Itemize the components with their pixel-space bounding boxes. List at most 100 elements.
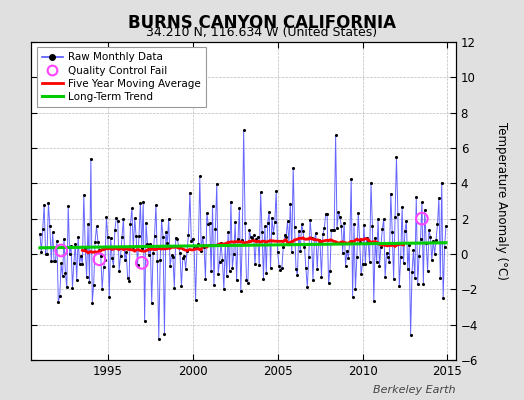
Point: [209, 203, 217, 209]
Point: [248, 235, 256, 241]
Point: [43, 251, 51, 258]
Point: [58, 273, 67, 279]
Point: [289, 164, 297, 171]
Point: [302, 265, 310, 272]
Point: [408, 269, 416, 275]
Point: [81, 244, 90, 251]
Point: [104, 234, 112, 240]
Point: [165, 216, 173, 222]
Text: 34.210 N, 116.634 W (United States): 34.210 N, 116.634 W (United States): [146, 26, 378, 39]
Point: [75, 261, 84, 268]
Point: [341, 263, 350, 269]
Point: [373, 259, 381, 266]
Point: [106, 234, 115, 241]
Point: [149, 250, 157, 256]
Point: [285, 241, 293, 248]
Point: [67, 242, 75, 249]
Point: [142, 220, 150, 226]
Point: [438, 179, 446, 186]
Point: [306, 217, 314, 224]
Point: [409, 247, 418, 254]
Point: [351, 286, 359, 293]
Point: [121, 257, 129, 264]
Point: [298, 221, 306, 228]
Point: [326, 268, 334, 274]
Point: [237, 288, 245, 294]
Point: [340, 219, 348, 226]
Point: [375, 263, 384, 269]
Point: [347, 175, 355, 182]
Point: [118, 234, 126, 241]
Point: [249, 232, 258, 238]
Point: [100, 264, 108, 270]
Point: [283, 218, 292, 224]
Point: [276, 267, 285, 273]
Point: [150, 233, 159, 240]
Point: [442, 223, 450, 229]
Point: [95, 247, 104, 254]
Point: [323, 211, 331, 218]
Point: [220, 286, 228, 292]
Point: [110, 263, 118, 269]
Point: [354, 210, 363, 216]
Point: [403, 266, 412, 273]
Point: [439, 295, 447, 301]
Point: [371, 235, 379, 242]
Point: [180, 252, 189, 259]
Point: [304, 254, 313, 260]
Point: [364, 239, 373, 246]
Point: [411, 275, 419, 282]
Point: [135, 233, 143, 240]
Point: [288, 249, 296, 255]
Point: [432, 236, 440, 243]
Point: [207, 268, 215, 274]
Point: [217, 240, 225, 246]
Point: [303, 284, 312, 290]
Point: [224, 229, 232, 235]
Point: [359, 221, 368, 228]
Point: [39, 226, 47, 233]
Point: [227, 198, 235, 205]
Point: [37, 248, 46, 255]
Point: [436, 275, 444, 281]
Point: [136, 200, 145, 206]
Point: [82, 274, 91, 280]
Point: [282, 234, 290, 240]
Point: [293, 272, 302, 278]
Point: [353, 254, 361, 260]
Point: [102, 214, 111, 220]
Point: [252, 235, 260, 242]
Point: [36, 230, 44, 237]
Point: [231, 219, 239, 226]
Point: [219, 256, 227, 263]
Point: [134, 262, 142, 268]
Point: [374, 216, 383, 223]
Point: [415, 252, 423, 259]
Point: [244, 279, 252, 286]
Point: [369, 298, 378, 304]
Point: [86, 156, 95, 162]
Point: [80, 192, 88, 198]
Point: [84, 221, 92, 227]
Point: [204, 221, 213, 228]
Point: [68, 284, 77, 291]
Legend: Raw Monthly Data, Quality Control Fail, Five Year Moving Average, Long-Term Tren: Raw Monthly Data, Quality Control Fail, …: [37, 47, 206, 107]
Point: [169, 254, 177, 260]
Point: [210, 282, 218, 288]
Point: [259, 276, 268, 282]
Point: [251, 261, 259, 268]
Point: [316, 240, 324, 246]
Point: [185, 190, 194, 196]
Point: [139, 199, 147, 206]
Point: [90, 282, 98, 288]
Point: [61, 270, 70, 276]
Point: [296, 248, 304, 254]
Point: [278, 265, 286, 271]
Point: [336, 214, 344, 220]
Point: [265, 209, 274, 216]
Point: [269, 230, 278, 236]
Point: [329, 226, 337, 233]
Point: [183, 247, 191, 254]
Point: [332, 132, 340, 138]
Point: [201, 276, 210, 282]
